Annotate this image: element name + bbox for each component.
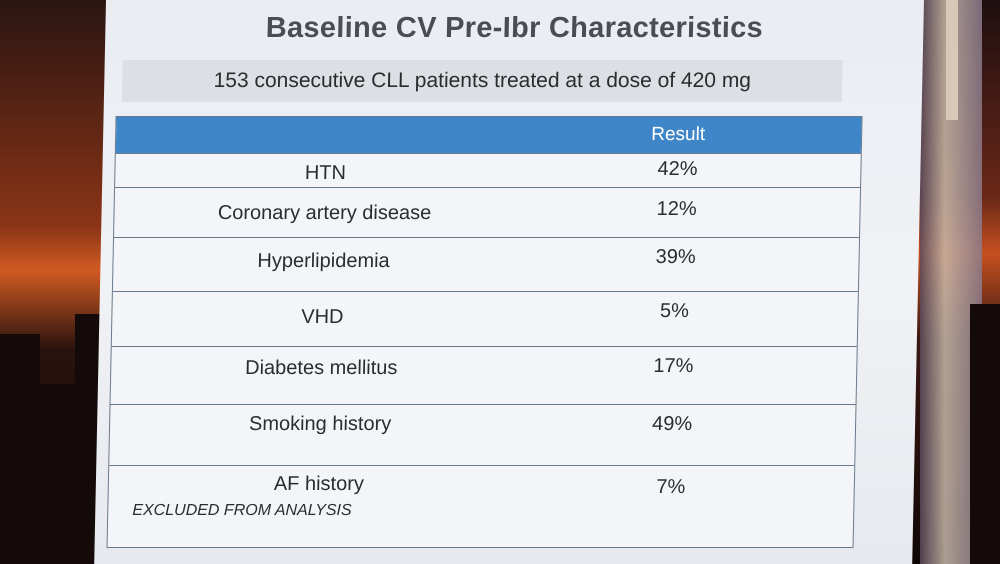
table-row: Smoking history 49% [109, 404, 856, 465]
subtitle-banner: 153 consecutive CLL patients treated at … [121, 60, 843, 102]
row-label: VHD [301, 306, 344, 328]
header-result: Result [651, 124, 706, 145]
slide-subtitle: 153 consecutive CLL patients treated at … [213, 69, 752, 92]
table-row: Diabetes mellitus 17% [110, 346, 857, 404]
row-value: 12% [656, 198, 697, 220]
row-label: Diabetes mellitus [244, 357, 398, 379]
table-header: Result [115, 117, 862, 153]
row-label: AF history [273, 473, 365, 495]
row-value: 39% [655, 246, 696, 268]
row-value: 7% [656, 476, 686, 498]
background-building [40, 384, 75, 564]
row-label: Hyperlipidemia [257, 250, 390, 272]
table-row: Hyperlipidemia 39% [112, 237, 860, 292]
row-label: Coronary artery disease [217, 202, 432, 224]
presentation-slide: Baseline CV Pre-Ibr Characteristics 153 … [94, 0, 924, 564]
table-row: Coronary artery disease 12% [114, 187, 861, 238]
row-note: EXCLUDED FROM ANALYSIS [132, 502, 352, 519]
row-value: 42% [657, 158, 698, 180]
row-value: 49% [651, 413, 693, 435]
slide-title: Baseline CV Pre-Ibr Characteristics [265, 12, 764, 44]
background-tower-spire [946, 0, 958, 120]
table-row: HTN 42% [115, 153, 861, 186]
row-label: HTN [304, 162, 347, 184]
characteristics-table: Result HTN 42% Coronary artery disease 1… [106, 116, 863, 548]
background-building [0, 334, 40, 564]
row-label: Smoking history [248, 413, 392, 435]
table-row: VHD 5% [111, 291, 858, 346]
row-value: 17% [653, 355, 694, 377]
table-row: AF history EXCLUDED FROM ANALYSIS 7% [107, 465, 855, 546]
background-building [970, 304, 1000, 564]
row-value: 5% [659, 300, 690, 322]
